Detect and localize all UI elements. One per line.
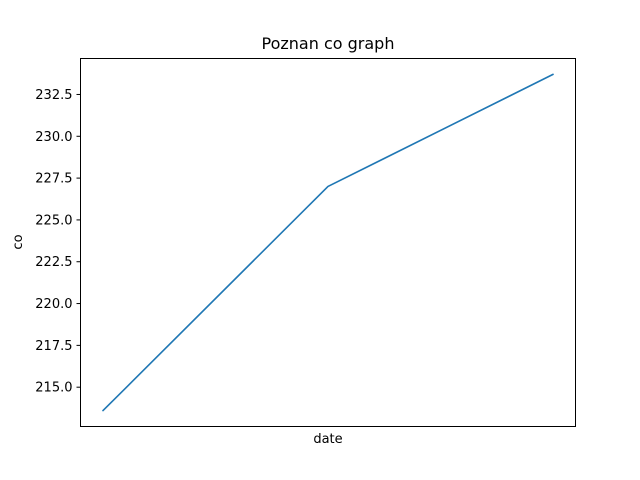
series-line	[102, 73, 554, 412]
y-tick-label: 215.0	[35, 381, 72, 396]
y-tick-label: 227.5	[35, 172, 72, 187]
plot-frame	[80, 58, 576, 427]
chart-title: Poznan co graph	[262, 34, 395, 53]
y-tick-label: 225.0	[35, 213, 72, 228]
y-tick-label: 232.5	[35, 88, 72, 103]
y-tick-label: 222.5	[35, 255, 72, 270]
y-tick-label: 217.5	[35, 339, 72, 354]
y-axis-ticks: 215.0 217.5 220.0 222.5 225.0 227.5 230.0 232.5	[35, 88, 81, 396]
y-axis-label: co	[11, 234, 26, 249]
y-tick-label: 230.0	[35, 130, 72, 145]
y-tick-label: 220.0	[35, 297, 72, 312]
x-axis-label: date	[313, 432, 342, 447]
plot-area: 215.0 217.5 220.0 222.5 225.0 227.5 230.0 232.5	[35, 58, 576, 427]
